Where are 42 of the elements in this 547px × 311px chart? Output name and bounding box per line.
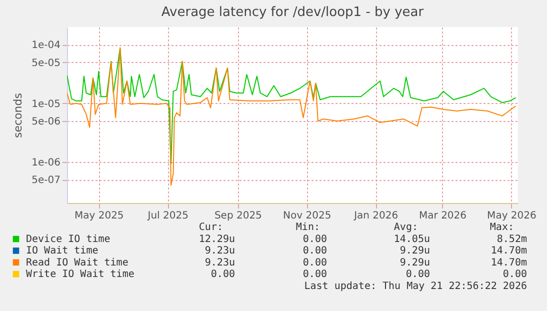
text: 0.00 — [502, 269, 527, 280]
x-tick-label: Nov 2025 — [283, 210, 332, 222]
text: 0.00 — [406, 269, 430, 280]
text: 14.70m — [490, 257, 527, 268]
y-axis-title: seconds — [12, 92, 25, 138]
text: 9.23u — [204, 257, 235, 268]
text: Last update: Thu May 21 22:56:22 2026 — [304, 281, 527, 292]
y-tick-label: 1e-06 — [32, 157, 60, 168]
y-tick-label: 5e-07 — [32, 175, 60, 186]
text: 0.00 — [302, 234, 327, 245]
x-tick-label: Jul 2025 — [146, 210, 188, 222]
text: 9.29u — [400, 246, 430, 257]
text: Max: — [490, 222, 514, 233]
text: 9.29u — [400, 257, 430, 268]
y-tick-label: 1e-04 — [32, 40, 60, 52]
text: 14.70m — [490, 246, 527, 257]
text: 0.00 — [302, 246, 327, 257]
x-tick-label: Sep 2025 — [214, 210, 262, 222]
text: 0.00 — [210, 269, 235, 280]
line-series — [67, 47, 516, 164]
text: 12.29u — [198, 234, 235, 245]
text: 0.00 — [302, 269, 327, 280]
text: 0.00 — [302, 257, 327, 268]
text: 8.52m — [496, 234, 527, 245]
legend-label: Read IO Wait time — [26, 257, 128, 268]
text: Avg: — [394, 222, 418, 233]
text: 14.05u — [394, 234, 430, 245]
x-tick-label: Mar 2026 — [419, 210, 467, 222]
legend-label: Device IO time — [26, 234, 110, 245]
line-series — [67, 47, 516, 186]
y-tick-label: 5e-06 — [32, 116, 60, 128]
text: Cur: — [198, 222, 223, 233]
legend-label: Write IO Wait time — [26, 269, 134, 280]
text: Min: — [296, 222, 320, 233]
y-tick-label: 1e-05 — [32, 98, 60, 110]
x-tick-label: Jan 2026 — [353, 210, 398, 222]
x-tick-label: May 2026 — [487, 210, 536, 222]
chart-title: Average latency for /dev/loop1 - by year — [161, 5, 424, 20]
legend-label: IO Wait time — [26, 246, 98, 257]
text: 9.23u — [204, 246, 235, 257]
x-tick-label: May 2025 — [74, 210, 124, 222]
y-tick-label: 5e-05 — [32, 58, 60, 69]
